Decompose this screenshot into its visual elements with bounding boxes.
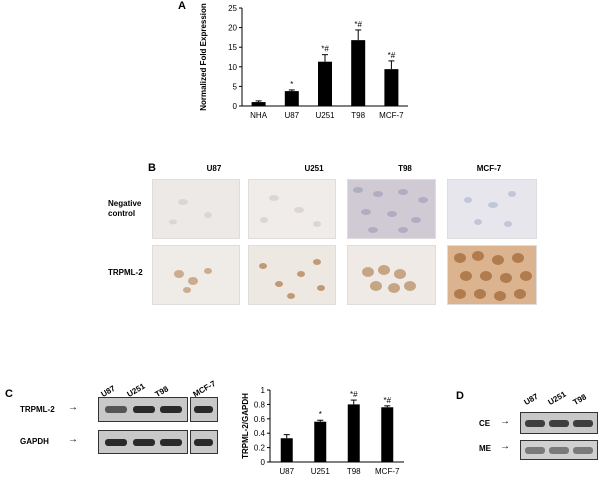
micrograph-u251-negative: [248, 179, 336, 239]
micrograph-mcf7-trpml2: [447, 245, 537, 305]
band: [573, 420, 593, 427]
band: [160, 439, 182, 446]
significance-label: *: [319, 410, 322, 419]
col-label-u87: U87: [206, 164, 222, 173]
blot-d-ce-strip: [520, 412, 598, 434]
micrograph-u251-trpml2: [248, 245, 336, 305]
band: [133, 406, 155, 413]
blot-c-trpml2-mcf7-strip: [190, 397, 218, 422]
y-tick-label: 10: [228, 63, 237, 72]
blot-c-trpml2-strip: [98, 397, 188, 422]
significance-label: *#: [354, 20, 362, 29]
micrograph-u87-negative: [152, 179, 240, 239]
y-tick-label: 0: [261, 458, 266, 467]
x-tick-label: MCF-7: [379, 111, 404, 120]
y-tick-label: 20: [228, 24, 237, 33]
bar: [314, 421, 327, 462]
y-tick-label: 0.6: [254, 415, 266, 424]
band: [525, 447, 545, 454]
x-tick-label: U87: [279, 467, 294, 476]
micrograph-mcf7-negative: [447, 179, 537, 239]
band: [194, 439, 213, 446]
band: [573, 447, 593, 454]
blot-c-row-trpml2: TRPML-2: [20, 405, 55, 414]
band: [549, 447, 569, 454]
panel-letter-b: B: [148, 162, 156, 174]
bar: [251, 102, 266, 106]
blot-d-lane-t98: T98: [571, 392, 588, 407]
band: [525, 420, 545, 427]
y-axis-label: Normalized Fold Expression: [199, 3, 208, 111]
band: [105, 439, 127, 446]
x-tick-label: U251: [315, 111, 335, 120]
bar: [347, 404, 360, 462]
row-label-negative-control: Negative control: [108, 199, 141, 219]
blot-d-row-ce: CE: [479, 419, 491, 428]
panel-letter-c: C: [5, 388, 13, 400]
significance-label: *#: [388, 51, 396, 60]
bar: [384, 69, 399, 106]
blot-d-arrow-me: →: [500, 441, 510, 452]
y-tick-label: 25: [228, 4, 237, 13]
blot-c-gapdh-strip: [98, 430, 188, 454]
micrograph-t98-negative: [347, 179, 436, 239]
y-tick-label: 0: [233, 102, 238, 111]
x-tick-label: T98: [351, 111, 365, 120]
micrograph-t98-trpml2: [347, 245, 436, 305]
blot-c-lane-mcf7: MCF-7: [191, 378, 218, 399]
blot-c-gapdh-mcf7-strip: [190, 430, 218, 454]
band: [549, 420, 569, 427]
band: [105, 406, 127, 413]
y-tick-label: 0.4: [254, 429, 266, 438]
row-label-trpml2: TRPML-2: [108, 268, 143, 277]
row-label-negative-line2: control: [108, 209, 136, 218]
band: [194, 406, 213, 413]
blot-d-me-strip: [520, 440, 598, 460]
significance-label: *#: [350, 390, 358, 399]
x-tick-label: T98: [347, 467, 361, 476]
micrograph-u87-trpml2: [152, 245, 240, 305]
x-tick-label: NHA: [250, 111, 268, 120]
blot-d-lane-u87: U87: [522, 391, 540, 407]
x-tick-label: U251: [311, 467, 331, 476]
bar: [351, 40, 366, 107]
blot-c-arrow-trpml2: →: [68, 402, 78, 413]
col-label-mcf7: MCF-7: [476, 164, 502, 173]
col-label-u251: U251: [304, 164, 324, 173]
chart-panel-a: 0 5 10 15 20 25 NHA * U87 *# U251 *# T98 *# MCF-7 Norma…: [199, 3, 408, 120]
blot-c-arrow-gapdh: →: [68, 434, 78, 445]
col-label-t98: T98: [398, 164, 412, 173]
significance-label: *: [290, 80, 293, 89]
y-tick-label: 0.2: [254, 444, 266, 453]
blot-d-row-me: ME: [479, 444, 491, 453]
bar: [284, 91, 299, 106]
significance-label: *#: [383, 396, 391, 405]
y-tick-label: 0.8: [254, 400, 266, 409]
x-tick-label: MCF-7: [375, 467, 400, 476]
bar: [280, 438, 293, 462]
band: [133, 439, 155, 446]
y-tick-label: 15: [228, 43, 237, 52]
significance-label: *#: [321, 45, 329, 54]
blot-d-arrow-ce: →: [500, 416, 510, 427]
blot-c-row-gapdh: GAPDH: [20, 437, 49, 446]
bar: [318, 61, 332, 106]
panel-letter-a: A: [178, 0, 186, 12]
chart-panel-c: 0 0.2 0.4 0.6 0.8 1 U87 * U251 *# T98 *# MCF-7 TRPML-…: [241, 386, 404, 476]
panel-letter-d: D: [456, 390, 464, 402]
band: [160, 406, 182, 413]
bar: [381, 407, 394, 462]
row-label-negative-line1: Negative: [108, 199, 142, 208]
x-tick-label: U87: [284, 111, 299, 120]
y-tick-label: 1: [261, 386, 266, 395]
blot-d-lane-u251: U251: [546, 389, 568, 407]
y-tick-label: 5: [233, 82, 238, 91]
y-axis-label: TRPML-2/GAPDH: [241, 393, 250, 459]
